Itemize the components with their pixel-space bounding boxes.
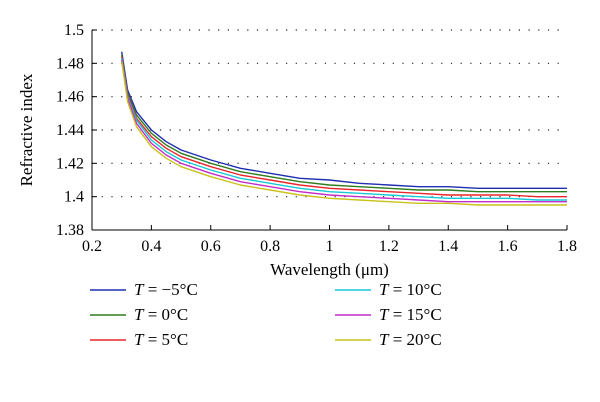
- legend-value: = 20°C: [388, 330, 441, 349]
- y-tick-label: 1.5: [64, 22, 84, 39]
- series-line-2: [121, 56, 567, 198]
- legend-label: T = 15°C: [379, 305, 442, 324]
- series-line-5: [121, 61, 567, 206]
- series-line-4: [121, 59, 567, 203]
- x-tick-label: 0.4: [141, 238, 161, 255]
- legend-variable: T: [134, 280, 145, 299]
- legend-value: = 10°C: [388, 280, 441, 299]
- x-axis-label: Wavelength (μm): [270, 260, 389, 279]
- legend-value: = 0°C: [143, 305, 188, 324]
- x-tick-label: 1.8: [557, 238, 577, 255]
- legend-variable: T: [379, 305, 390, 324]
- y-tick-label: 1.48: [56, 55, 84, 72]
- legend-value: = −5°C: [143, 280, 197, 299]
- legend-label: T = 0°C: [134, 305, 188, 324]
- legend-label: T = 10°C: [379, 280, 442, 299]
- y-tick-label: 1.38: [56, 222, 84, 239]
- y-tick-label: 1.42: [56, 155, 84, 172]
- series-line-1: [121, 54, 567, 193]
- series-lines: [121, 51, 567, 206]
- x-tick-label: 1.2: [379, 238, 399, 255]
- legend-label: T = 20°C: [379, 330, 442, 349]
- x-axis-ticks: 0.2 0.4 0.6 0.8 1 1.2 1.4 1.6 1.8: [82, 225, 577, 255]
- legend-variable: T: [379, 330, 390, 349]
- legend-variable: T: [134, 305, 145, 324]
- legend-value: = 5°C: [143, 330, 188, 349]
- legend-label: T = −5°C: [134, 280, 198, 299]
- legend-label: T = 5°C: [134, 330, 188, 349]
- gridlines: [92, 29, 567, 198]
- legend-variable: T: [134, 330, 145, 349]
- x-tick-label: 0.8: [260, 238, 280, 255]
- y-axis-label: Refractive index: [17, 73, 36, 186]
- x-tick-label: 0.6: [201, 238, 221, 255]
- series-line-0: [121, 51, 567, 190]
- y-tick-label: 1.4: [64, 189, 84, 206]
- x-tick-label: 1.6: [498, 238, 518, 255]
- x-tick-label: 0.2: [82, 238, 102, 255]
- y-tick-label: 1.44: [56, 122, 84, 139]
- x-tick-label: 1: [326, 238, 334, 255]
- legend-variable: T: [379, 280, 390, 299]
- legend: T = −5°CT = 0°CT = 5°CT = 10°CT = 15°CT …: [90, 280, 442, 349]
- legend-value: = 15°C: [388, 305, 441, 324]
- y-axis-ticks: 1.38 1.4 1.42 1.44 1.46 1.48 1.5: [56, 22, 97, 239]
- y-tick-label: 1.46: [56, 89, 84, 106]
- x-tick-label: 1.4: [438, 238, 458, 255]
- series-line-3: [121, 58, 567, 201]
